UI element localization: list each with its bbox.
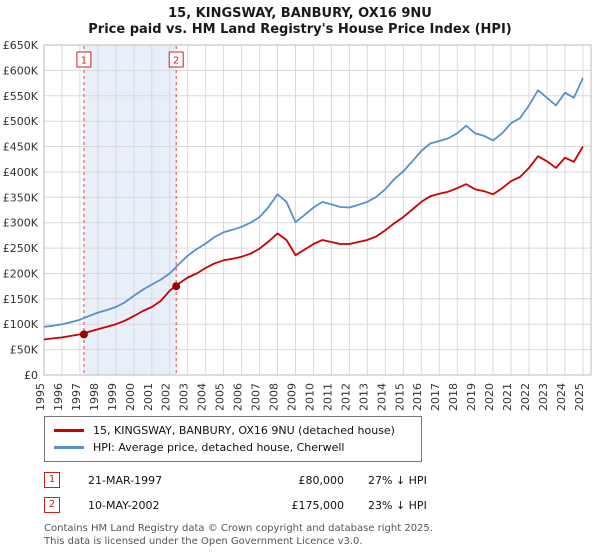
x-tick-label: 2013 bbox=[357, 383, 370, 411]
x-tick-label: 2021 bbox=[501, 383, 514, 411]
footer-line-1: Contains HM Land Registry data © Crown c… bbox=[44, 523, 433, 534]
x-tick-label: 2025 bbox=[573, 383, 586, 411]
y-tick-label: £400K bbox=[3, 166, 39, 179]
license-footer: Contains HM Land Registry data © Crown c… bbox=[44, 522, 600, 548]
transaction-1-price: £80,000 bbox=[298, 473, 345, 487]
x-tick-label: 2005 bbox=[214, 383, 227, 411]
sale-2-marker-label: 2 bbox=[173, 56, 179, 67]
y-tick-label: £500K bbox=[3, 115, 39, 128]
y-tick-label: £350K bbox=[3, 191, 39, 204]
x-tick-label: 2020 bbox=[483, 383, 496, 411]
between-sales-shading bbox=[83, 45, 177, 375]
x-tick-label: 2022 bbox=[519, 383, 532, 411]
transaction-1-date: 21-MAR-1997 bbox=[88, 473, 163, 487]
x-tick-label: 2007 bbox=[250, 383, 263, 411]
y-tick-label: £150K bbox=[3, 293, 39, 306]
transaction-2-date: 10-MAY-2002 bbox=[88, 498, 160, 512]
x-tick-label: 1998 bbox=[88, 383, 101, 411]
y-tick-label: £450K bbox=[3, 141, 39, 154]
transaction-2-number-badge: 2 bbox=[44, 497, 60, 513]
price-history-chart: £0 £50K £100K £150K £200K £250K £300K £350K £400… bbox=[3, 39, 592, 411]
y-tick-label: £600K bbox=[3, 64, 39, 77]
x-tick-label: 2019 bbox=[465, 383, 478, 411]
x-tick-label: 1999 bbox=[106, 383, 119, 411]
x-tick-label: 2000 bbox=[124, 383, 137, 411]
y-tick-label: £200K bbox=[3, 268, 39, 281]
legend-item-hpi: HPI: Average price, detached house, Cher… bbox=[54, 439, 395, 456]
x-tick-label: 2011 bbox=[321, 383, 334, 411]
transactions-table: 1 21-MAR-1997 £80,000 27% ↓ HPI 2 10-MAY… bbox=[44, 472, 600, 513]
x-tick-label: 2017 bbox=[429, 383, 442, 411]
x-tick-label: 2001 bbox=[142, 383, 155, 411]
y-tick-label: £250K bbox=[3, 242, 39, 255]
transaction-1-hpi-diff: 27% ↓ HPI bbox=[368, 473, 427, 487]
x-tick-label: 2006 bbox=[232, 383, 245, 411]
y-tick-label: £650K bbox=[3, 39, 39, 52]
y-tick-label: £100K bbox=[3, 318, 39, 331]
x-tick-label: 2014 bbox=[375, 383, 388, 411]
hpi-line-swatch bbox=[54, 446, 84, 449]
transaction-1-number-badge: 1 bbox=[44, 472, 60, 488]
x-tick-label: 2015 bbox=[393, 383, 406, 411]
x-tick-label: 1995 bbox=[34, 383, 47, 411]
page-title: 15, KINGSWAY, BANBURY, OX16 9NU bbox=[168, 6, 432, 21]
transaction-row-2: 2 10-MAY-2002 £175,000 23% ↓ HPI bbox=[44, 497, 600, 513]
x-tick-label: 1996 bbox=[52, 383, 65, 411]
y-tick-label: £50K bbox=[10, 344, 39, 357]
footer-line-2: This data is licensed under the Open Gov… bbox=[44, 536, 363, 547]
page-subtitle: Price paid vs. HM Land Registry's House … bbox=[88, 22, 512, 37]
sale-1-dot bbox=[79, 330, 88, 339]
transaction-row-1: 1 21-MAR-1997 £80,000 27% ↓ HPI bbox=[44, 472, 600, 488]
x-tick-label: 2004 bbox=[196, 383, 209, 411]
x-tick-label: 2003 bbox=[178, 383, 191, 411]
transaction-2-price: £175,000 bbox=[291, 498, 345, 512]
legend-label-hpi: HPI: Average price, detached house, Cher… bbox=[93, 441, 345, 454]
x-tick-label: 2009 bbox=[286, 383, 299, 411]
x-tick-label: 2012 bbox=[339, 383, 352, 411]
legend-item-price-paid: 15, KINGSWAY, BANBURY, OX16 9NU (detache… bbox=[54, 422, 395, 439]
hpi-line bbox=[43, 77, 584, 328]
sale-2-dot bbox=[172, 282, 181, 291]
x-tick-label: 2002 bbox=[160, 383, 173, 411]
x-tick-label: 2010 bbox=[304, 383, 317, 411]
x-tick-label: 2018 bbox=[447, 383, 460, 411]
x-tick-label: 1997 bbox=[70, 383, 83, 411]
transaction-2-hpi-diff: 23% ↓ HPI bbox=[368, 498, 427, 512]
price-paid-line bbox=[43, 146, 584, 341]
legend-label-price-paid: 15, KINGSWAY, BANBURY, OX16 9NU (detache… bbox=[93, 424, 395, 437]
x-tick-label: 2008 bbox=[268, 383, 281, 411]
sale-1-marker-badge bbox=[76, 51, 92, 68]
y-tick-label: £550K bbox=[3, 90, 39, 103]
x-tick-label: 2016 bbox=[411, 383, 424, 411]
chart-legend: 15, KINGSWAY, BANBURY, OX16 9NU (detache… bbox=[44, 416, 422, 462]
sale-1-marker-label: 1 bbox=[81, 56, 87, 67]
y-tick-label: £300K bbox=[3, 217, 39, 230]
y-tick-label: £0 bbox=[24, 369, 38, 382]
x-tick-label: 2023 bbox=[537, 383, 550, 411]
sale-2-marker-badge bbox=[168, 51, 184, 68]
price-line-swatch bbox=[54, 429, 84, 432]
x-tick-label: 2024 bbox=[555, 383, 568, 411]
